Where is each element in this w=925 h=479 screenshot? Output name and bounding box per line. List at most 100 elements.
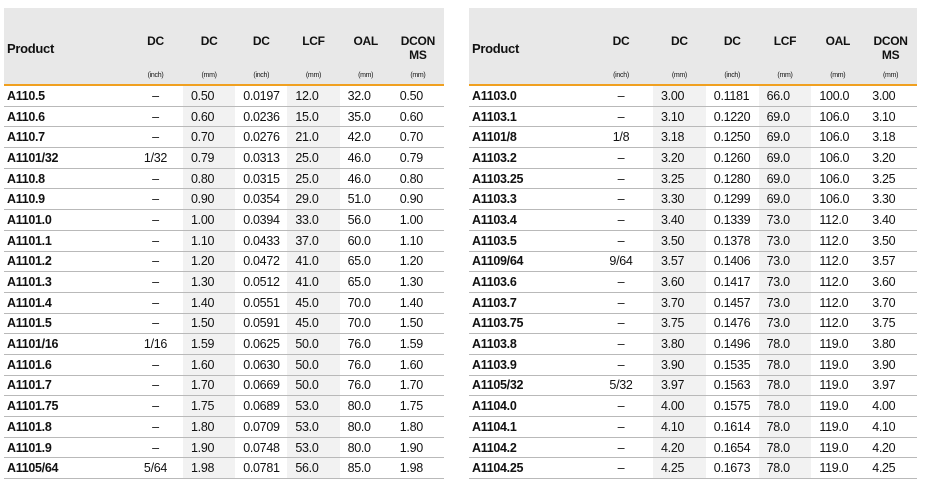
- cell-product: A1101.9: [4, 437, 128, 459]
- cell-oal: 70.0: [339, 292, 392, 314]
- cell-dc-inch-decimal: 0.1575: [705, 395, 759, 417]
- cell-dcon-ms: 0.70: [391, 126, 444, 149]
- cell-dc-inch: –: [589, 395, 653, 417]
- cell-dcon-ms: 0.50: [391, 85, 444, 107]
- table-row: A1101.5–1.50 0.0591 45.0 70.0 1.50: [4, 313, 444, 335]
- unit-product: [4, 66, 128, 86]
- cell-dc-inch: –: [589, 313, 653, 335]
- cell-dcon-ms: 3.70: [864, 292, 917, 314]
- table-row: A1101.3–1.30 0.0512 41.0 65.0 1.30: [4, 271, 444, 293]
- cell-dc-inch-decimal: 0.1406: [705, 251, 759, 273]
- cell-dcon-ms: 0.90: [391, 188, 444, 211]
- cell-dc-inch: 1/8: [589, 126, 653, 149]
- cell-product: A110.9: [4, 188, 128, 211]
- cell-dc-inch: –: [589, 292, 653, 314]
- cell-lcf: 73.0: [758, 230, 812, 252]
- table-row: A1103.8–3.80 0.1496 78.0 119.0 3.80: [469, 333, 917, 355]
- cell-dc-inch-decimal: 0.1299: [705, 188, 759, 211]
- cell-oal: 32.0: [339, 85, 392, 107]
- cell-lcf: 69.0: [758, 106, 812, 128]
- cell-dcon-ms: 1.50: [391, 313, 444, 335]
- cell-dc-mm: 3.70: [653, 292, 706, 314]
- cell-dc-mm: 4.25: [653, 457, 706, 479]
- cell-product: A1104.2: [469, 437, 589, 459]
- cell-product: A110.5: [4, 85, 128, 107]
- cell-product: A1101.3: [4, 271, 128, 293]
- spec-table: Product DC DC DC LCF OAL DCON MS (inch) …: [4, 8, 444, 479]
- cell-product: A1103.25: [469, 168, 589, 190]
- cell-dc-mm: 1.50: [183, 313, 236, 335]
- table-row: A1101/8 1/8 3.18 0.1250 69.0 106.0 3.18: [469, 126, 917, 149]
- cell-dcon-ms: 3.97: [864, 375, 917, 397]
- cell-dc-mm: 3.30: [653, 188, 706, 211]
- cell-dc-mm: 0.60: [183, 106, 236, 128]
- cell-dc-mm: 3.97: [653, 375, 706, 397]
- unit-product: [469, 66, 589, 86]
- cell-dc-mm: 3.60: [653, 271, 706, 293]
- cell-lcf: 78.0: [758, 457, 812, 479]
- col-header-lcf: LCF: [758, 8, 812, 66]
- cell-dc-inch-decimal: 0.0630: [235, 354, 288, 376]
- table-row: A1101.1–1.10 0.0433 37.0 60.0 1.10: [4, 230, 444, 252]
- cell-product: A1101.5: [4, 313, 128, 335]
- cell-oal: 106.0: [811, 188, 865, 211]
- cell-oal: 51.0: [339, 188, 392, 211]
- cell-dc-inch-decimal: 0.0313: [235, 147, 288, 169]
- cell-lcf: 69.0: [758, 147, 812, 169]
- cell-lcf: 53.0: [287, 395, 340, 417]
- table-row: A1101.4–1.40 0.0551 45.0 70.0 1.40: [4, 292, 444, 314]
- cell-lcf: 50.0: [287, 354, 340, 376]
- cell-dc-inch: 5/64: [128, 457, 183, 479]
- cell-dc-mm: 3.75: [653, 313, 706, 335]
- cell-dc-mm: 3.18: [653, 126, 706, 149]
- cell-product: A1101.0: [4, 209, 128, 231]
- cell-lcf: 50.0: [287, 375, 340, 397]
- cell-oal: 112.0: [811, 251, 865, 273]
- unit-dc-mm: (mm): [183, 66, 236, 86]
- cell-oal: 112.0: [811, 230, 865, 252]
- cell-product: A1103.7: [469, 292, 589, 314]
- cell-dc-inch-decimal: 0.1457: [705, 292, 759, 314]
- cell-dc-inch: 5/32: [589, 375, 653, 397]
- cell-dc-inch-decimal: 0.0781: [235, 457, 288, 479]
- cell-product: A1101/16: [4, 333, 128, 355]
- cell-dc-inch: –: [128, 188, 183, 211]
- cell-lcf: 78.0: [758, 437, 812, 459]
- cell-oal: 112.0: [811, 271, 865, 293]
- cell-oal: 106.0: [811, 168, 865, 190]
- table-header: Product DC DC DC LCF OAL DCON MS (inch) …: [4, 8, 444, 86]
- cell-dc-inch: –: [128, 230, 183, 252]
- cell-oal: 106.0: [811, 147, 865, 169]
- table-row: A1103.0–3.00 0.1181 66.0 100.0 3.00: [469, 85, 917, 107]
- cell-dc-inch-decimal: 0.0315: [235, 168, 288, 190]
- cell-oal: 112.0: [811, 313, 865, 335]
- cell-dcon-ms: 3.50: [864, 230, 917, 252]
- unit-dc-inch: (inch): [128, 66, 183, 86]
- cell-dc-mm: 3.50: [653, 230, 706, 252]
- unit-dc-mm: (mm): [653, 66, 706, 86]
- right-spec-table: Product DC DC DC LCF OAL DCON MS (inch) …: [469, 8, 917, 479]
- spec-table: Product DC DC DC LCF OAL DCON MS (inch) …: [469, 8, 917, 479]
- cell-dc-inch: –: [589, 271, 653, 293]
- table-row: A110.5–0.50 0.0197 12.0 32.0 0.50: [4, 85, 444, 107]
- cell-dc-inch: –: [128, 395, 183, 417]
- cell-oal: 42.0: [339, 126, 392, 149]
- table-row: A1101/16 1/16 1.59 0.0625 50.0 76.0 1.59: [4, 333, 444, 355]
- cell-dc-mm: 3.80: [653, 333, 706, 355]
- table-row: A110.7–0.70 0.0276 21.0 42.0 0.70: [4, 126, 444, 149]
- cell-dc-mm: 1.20: [183, 251, 236, 273]
- col-header-dcon-ms: DCON MS: [864, 8, 917, 66]
- cell-product: A1103.4: [469, 209, 589, 231]
- col-header-dcon-ms: DCON MS: [391, 8, 444, 66]
- col-header-dc-mm: DC: [653, 8, 706, 66]
- unit-dc-inch-decimal: (inch): [235, 66, 288, 86]
- cell-dc-mm: 1.40: [183, 292, 236, 314]
- table-body: A1103.0–3.00 0.1181 66.0 100.0 3.00 A1103.1–3…: [469, 85, 917, 479]
- cell-dc-mm: 1.70: [183, 375, 236, 397]
- cell-dcon-ms: 1.80: [391, 416, 444, 438]
- cell-product: A110.7: [4, 126, 128, 149]
- cell-dc-mm: 3.25: [653, 168, 706, 190]
- cell-oal: 119.0: [811, 416, 865, 438]
- table-row: A1104.0–4.00 0.1575 78.0 119.0 4.00: [469, 395, 917, 417]
- cell-oal: 80.0: [339, 437, 392, 459]
